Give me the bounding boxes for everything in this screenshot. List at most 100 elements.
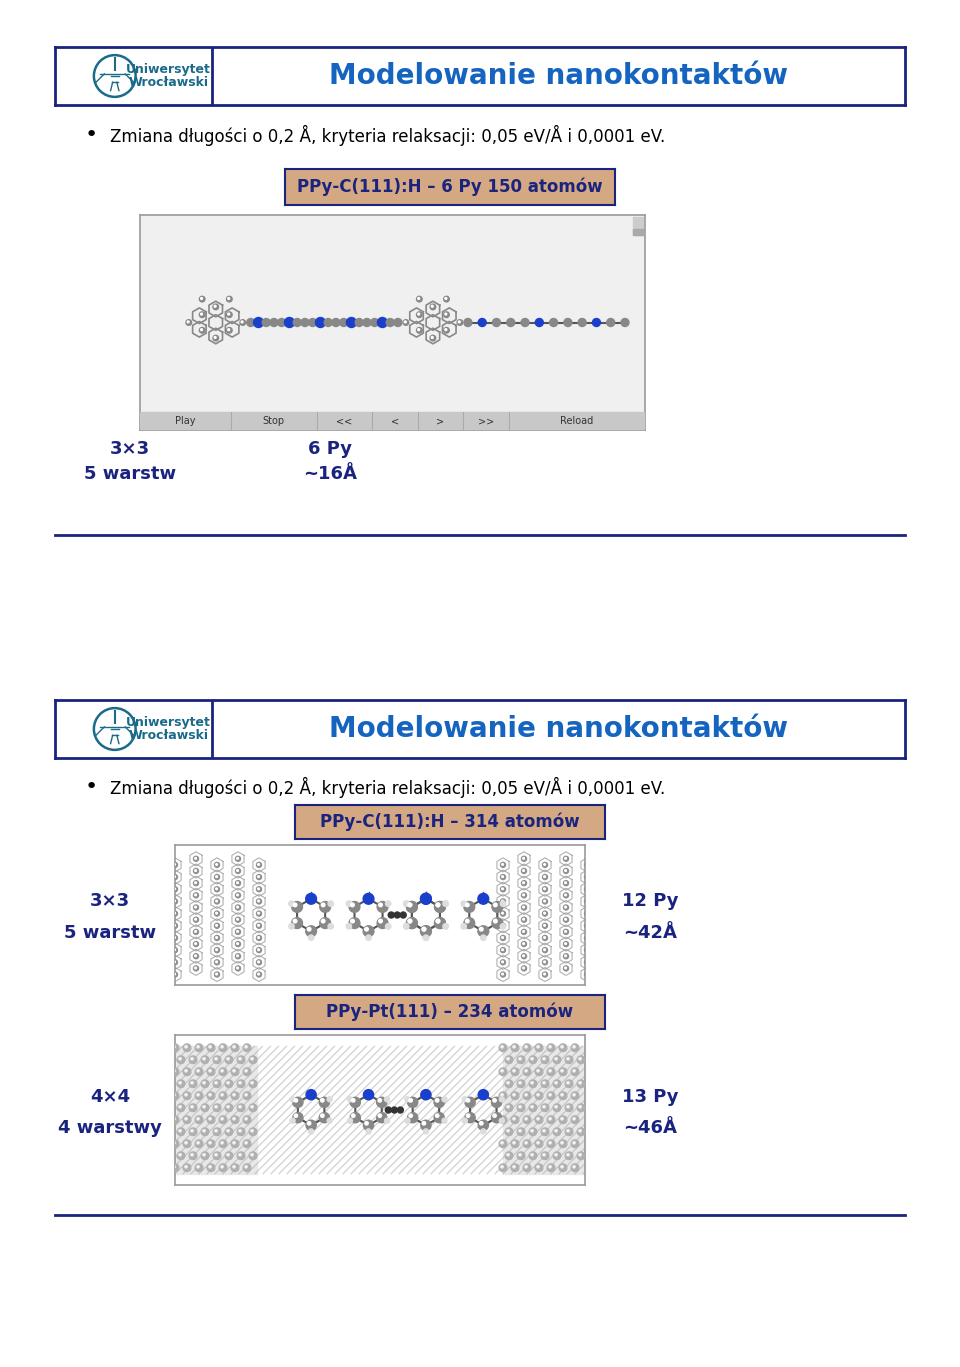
Circle shape [189,1152,197,1159]
Circle shape [573,1141,575,1144]
Circle shape [517,1080,525,1088]
Circle shape [174,876,176,878]
Circle shape [521,856,526,861]
Circle shape [185,1046,187,1048]
Circle shape [239,1129,241,1132]
Circle shape [231,1115,239,1124]
Circle shape [436,904,440,906]
Circle shape [543,936,545,938]
Circle shape [501,1141,503,1144]
Circle shape [207,1140,215,1147]
Circle shape [239,1106,241,1109]
Circle shape [173,972,178,977]
Circle shape [549,1046,551,1048]
Circle shape [215,1081,217,1084]
Circle shape [571,1044,579,1051]
Circle shape [195,882,197,883]
Circle shape [293,319,301,327]
Circle shape [171,1163,179,1172]
Circle shape [308,1129,314,1135]
Circle shape [537,1166,540,1167]
Circle shape [523,966,524,969]
Circle shape [541,1152,549,1159]
Circle shape [237,1080,245,1088]
Circle shape [511,1115,518,1124]
Circle shape [505,1152,513,1159]
Circle shape [408,919,412,923]
Circle shape [237,931,238,932]
Circle shape [185,1141,187,1144]
Circle shape [202,1055,209,1064]
Circle shape [518,1081,521,1084]
Circle shape [431,336,433,339]
Circle shape [442,1118,447,1124]
Circle shape [564,966,566,969]
Circle shape [564,942,568,946]
Circle shape [200,328,205,334]
Circle shape [478,1089,489,1100]
Circle shape [492,1113,502,1122]
Circle shape [525,1094,527,1096]
Circle shape [525,1166,527,1167]
Circle shape [555,1154,557,1156]
Circle shape [577,1152,585,1159]
Circle shape [553,1128,561,1136]
Circle shape [513,1166,516,1167]
Circle shape [547,1163,555,1172]
Circle shape [549,1141,551,1144]
Circle shape [216,889,217,890]
Circle shape [228,313,229,314]
Circle shape [403,901,409,906]
Circle shape [215,1129,217,1132]
Circle shape [173,875,178,879]
Circle shape [418,328,420,331]
Circle shape [585,887,589,891]
Circle shape [219,1140,227,1147]
Circle shape [542,899,547,904]
Circle shape [221,1094,224,1096]
Circle shape [227,1129,229,1132]
Circle shape [195,1140,203,1147]
Circle shape [579,1106,581,1109]
Bar [175,1046,257,1174]
Circle shape [305,925,317,936]
Circle shape [523,857,524,860]
Circle shape [501,1094,503,1096]
Circle shape [547,1068,555,1076]
Circle shape [564,905,568,910]
Circle shape [436,919,440,923]
Circle shape [464,319,472,327]
Circle shape [525,1141,527,1144]
Circle shape [306,1120,316,1131]
Circle shape [179,1058,181,1059]
Circle shape [462,1096,468,1102]
Circle shape [579,1058,581,1059]
Circle shape [559,1115,566,1124]
Circle shape [377,917,388,928]
Circle shape [221,1141,224,1144]
Circle shape [561,1094,564,1096]
Circle shape [219,1044,227,1051]
Circle shape [233,1141,235,1144]
Circle shape [207,1115,215,1124]
Circle shape [502,949,503,950]
Circle shape [521,319,529,327]
Circle shape [394,319,402,327]
Circle shape [251,1129,253,1132]
Circle shape [521,868,526,874]
Circle shape [194,917,199,923]
Circle shape [481,935,486,940]
Circle shape [561,1046,564,1048]
Circle shape [566,1129,569,1132]
Circle shape [553,1152,561,1159]
Circle shape [518,1058,521,1059]
Circle shape [173,863,178,868]
Circle shape [500,901,506,906]
Circle shape [351,1099,355,1102]
Circle shape [547,1140,555,1147]
Circle shape [347,317,356,328]
Circle shape [209,1069,211,1072]
Circle shape [327,1118,332,1124]
Circle shape [521,893,526,898]
Circle shape [215,1154,217,1156]
